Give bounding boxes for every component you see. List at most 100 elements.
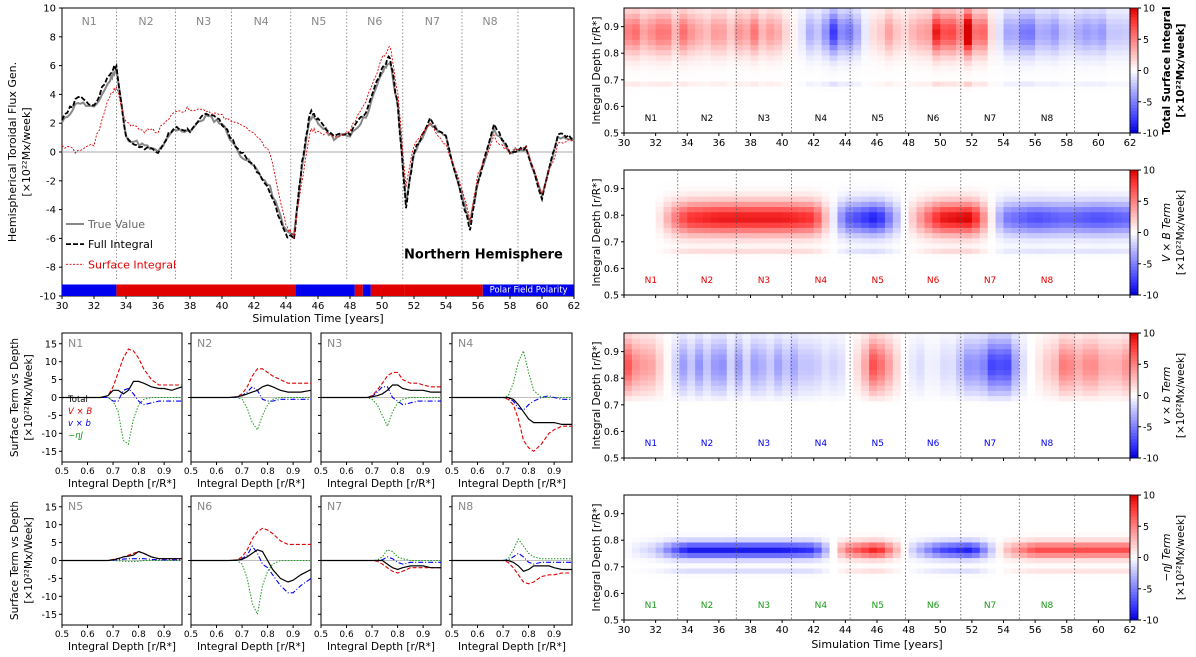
heatmap-cell	[758, 427, 767, 433]
heatmap-cell	[917, 34, 926, 40]
heatmap-cell	[909, 396, 918, 402]
heatmap-cell	[877, 375, 886, 381]
heatmap-cell	[853, 274, 862, 280]
heatmap-cell	[1114, 248, 1123, 254]
heatmap-cell	[877, 55, 886, 61]
heatmap-cell	[1019, 416, 1028, 422]
heatmap-cell	[1011, 44, 1020, 50]
heatmap-cell	[1004, 269, 1013, 275]
heatmap-cell	[893, 29, 902, 35]
heatmap-cell	[822, 411, 831, 417]
heatmap-cell	[869, 65, 878, 71]
heatmap-cell	[679, 285, 688, 291]
heatmap-cell	[798, 201, 807, 207]
heatmap-cell	[1027, 359, 1036, 365]
heatmap-cell	[727, 18, 736, 24]
heatmap-cell	[885, 60, 894, 66]
colorbar-step	[1130, 204, 1138, 208]
heatmap-cell	[1027, 196, 1036, 202]
heatmap-cell	[917, 406, 926, 412]
heatmap-cell	[751, 71, 760, 77]
heatmap-cell	[909, 196, 918, 202]
heatmap-cell	[743, 86, 752, 92]
x-tick-label: 0.6	[470, 630, 485, 640]
heatmap-cell	[1122, 227, 1131, 233]
heatmap-cell	[766, 170, 775, 176]
heatmap-cell	[774, 385, 783, 391]
heatmap-cell	[1106, 50, 1115, 56]
heatmap-cell	[751, 217, 760, 223]
heatmap-cell	[877, 269, 886, 275]
heatmap-cell	[1027, 91, 1036, 97]
heatmap-cell	[758, 375, 767, 381]
heatmap-cell	[1083, 269, 1092, 275]
x-tick-label: 42	[248, 301, 261, 312]
heatmap-cell	[901, 427, 910, 433]
heatmap-cell	[806, 411, 815, 417]
heatmap-cell	[830, 170, 839, 176]
heatmap-cell	[1075, 448, 1084, 454]
heatmap-cell	[853, 13, 862, 19]
heatmap-cell	[711, 91, 720, 97]
heatmap-cell	[743, 76, 752, 82]
heatmap-cell	[909, 13, 918, 19]
heatmap-cell	[640, 401, 649, 407]
heatmap-cell	[869, 248, 878, 254]
heatmap-cell	[1075, 65, 1084, 71]
heatmap-cell	[719, 34, 728, 40]
heatmap-cell	[1019, 364, 1028, 370]
heatmap-cell	[1114, 50, 1123, 56]
x-axis-label: Integral Depth [r/R*]	[458, 478, 566, 490]
heatmap-cell	[1075, 91, 1084, 97]
heatmap-cell	[893, 39, 902, 45]
heatmap-cell	[782, 375, 791, 381]
heatmap-cell	[751, 91, 760, 97]
cycle-label: N7	[425, 15, 440, 28]
heatmap-cell	[695, 39, 704, 45]
heatmap-cell	[632, 222, 641, 228]
heatmap-cell	[648, 24, 657, 30]
heatmap-cell	[1059, 212, 1068, 218]
heatmap-cell	[814, 212, 823, 218]
heatmap-cell	[1098, 24, 1107, 30]
heatmap-cell	[1067, 212, 1076, 218]
heatmap-cell	[719, 401, 728, 407]
heatmap-cell	[1114, 29, 1123, 35]
heatmap-cell	[1035, 60, 1044, 66]
heatmap-cell	[909, 34, 918, 40]
heatmap-cell	[806, 448, 815, 454]
heatmap-cell	[1019, 411, 1028, 417]
heatmap-cell	[924, 396, 933, 402]
heatmap-cell	[861, 279, 870, 285]
heatmap-cell	[1035, 97, 1044, 103]
heatmap-cell	[743, 18, 752, 24]
heatmap-cell	[988, 34, 997, 40]
heatmap-cell	[640, 354, 649, 360]
heatmap-cell	[996, 112, 1005, 118]
heatmap-cell	[996, 264, 1005, 270]
heatmap-cell	[837, 442, 846, 448]
heatmap-cell	[656, 39, 665, 45]
heatmap-cell	[853, 238, 862, 244]
heatmap-cell	[1075, 201, 1084, 207]
heatmap-cell	[869, 375, 878, 381]
heatmap-cell	[932, 222, 941, 228]
heatmap-cell	[845, 338, 854, 344]
heatmap-cell	[640, 380, 649, 386]
colorbar-step	[1130, 267, 1138, 271]
heatmap-cell	[703, 259, 712, 265]
heatmap-cell	[1019, 338, 1028, 344]
heatmap-cell	[774, 248, 783, 254]
heatmap-cell	[1027, 448, 1036, 454]
heatmap-cell	[1019, 175, 1028, 181]
heatmap-cell	[956, 406, 965, 412]
heatmap-cell	[901, 390, 910, 396]
heatmap-cell	[940, 285, 949, 291]
heatmap-cell	[814, 385, 823, 391]
heatmap-cell	[719, 243, 728, 249]
heatmap-cell	[695, 55, 704, 61]
heatmap-cell	[1067, 107, 1076, 113]
heatmap-cell	[1004, 117, 1013, 123]
heatmap-cell	[901, 338, 910, 344]
heatmap-cell	[837, 44, 846, 50]
